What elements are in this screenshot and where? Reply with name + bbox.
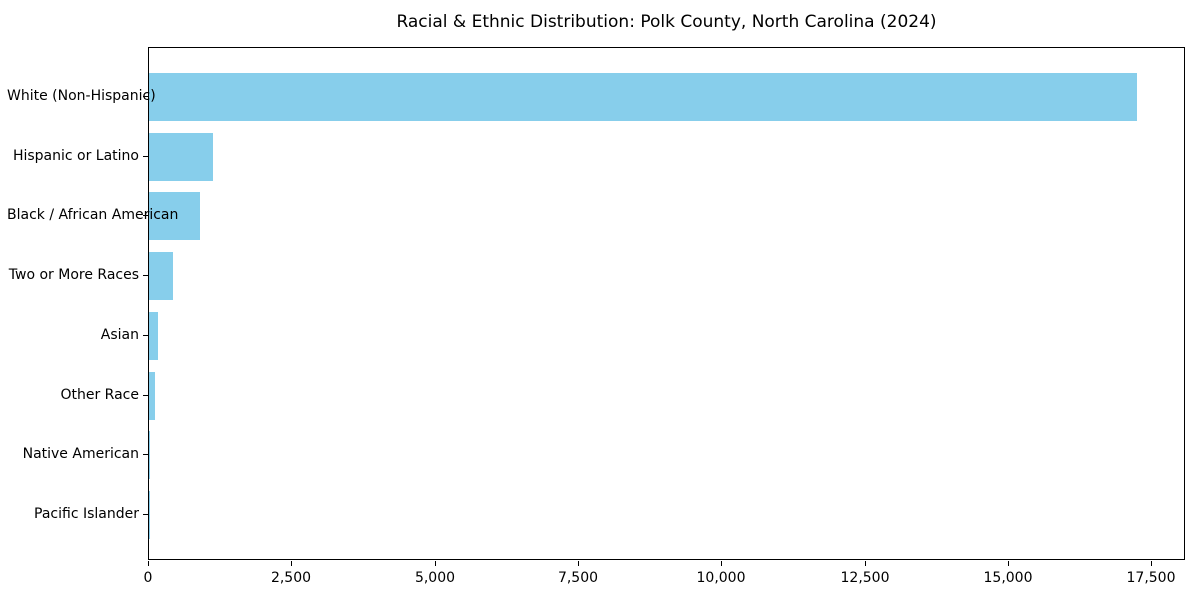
y-tick-mark (143, 156, 148, 157)
x-tick-mark (148, 561, 149, 566)
x-tick-mark (865, 561, 866, 566)
x-tick-mark (291, 561, 292, 566)
bar-asian (149, 311, 158, 360)
x-tick-label: 10,000 (696, 570, 746, 586)
y-tick-label: Native American (22, 446, 139, 462)
x-tick-mark (435, 561, 436, 566)
y-tick-label: Black / African American (7, 207, 179, 223)
x-tick-label: 7,500 (557, 570, 599, 586)
y-tick-label: Asian (100, 327, 139, 343)
y-tick-mark (143, 454, 148, 455)
x-tick-label: 0 (143, 570, 153, 586)
y-tick-mark (143, 395, 148, 396)
x-tick-label: 15,000 (983, 570, 1033, 586)
y-tick-mark (143, 514, 148, 515)
y-tick-label: Hispanic or Latino (12, 148, 139, 164)
x-tick-label: 2,500 (270, 570, 312, 586)
bar-other-race (149, 371, 156, 420)
bar-hispanic-or-latino (149, 132, 214, 181)
bar-two-or-more-races (149, 252, 173, 301)
x-tick-mark (1151, 561, 1152, 566)
bar-white-non-hispanic (149, 73, 1137, 121)
y-tick-mark (143, 96, 148, 97)
y-tick-mark (143, 335, 148, 336)
x-tick-label: 5,000 (414, 570, 456, 586)
chart-title: Racial & Ethnic Distribution: Polk Count… (396, 12, 937, 32)
y-tick-label: Two or More Races (8, 267, 139, 283)
x-tick-label: 17,500 (1126, 570, 1176, 586)
y-tick-label: White (Non-Hispanic) (7, 88, 156, 104)
x-tick-mark (1008, 561, 1009, 566)
y-tick-label: Other Race (60, 387, 139, 403)
bar-black-african-american (149, 192, 201, 241)
y-tick-mark (143, 275, 148, 276)
y-tick-mark (143, 215, 148, 216)
plot-area (148, 47, 1185, 560)
y-tick-label: Pacific Islander (34, 506, 139, 522)
x-tick-label: 12,500 (840, 570, 890, 586)
x-tick-mark (721, 561, 722, 566)
x-tick-mark (578, 561, 579, 566)
bar-native-american (149, 431, 151, 480)
